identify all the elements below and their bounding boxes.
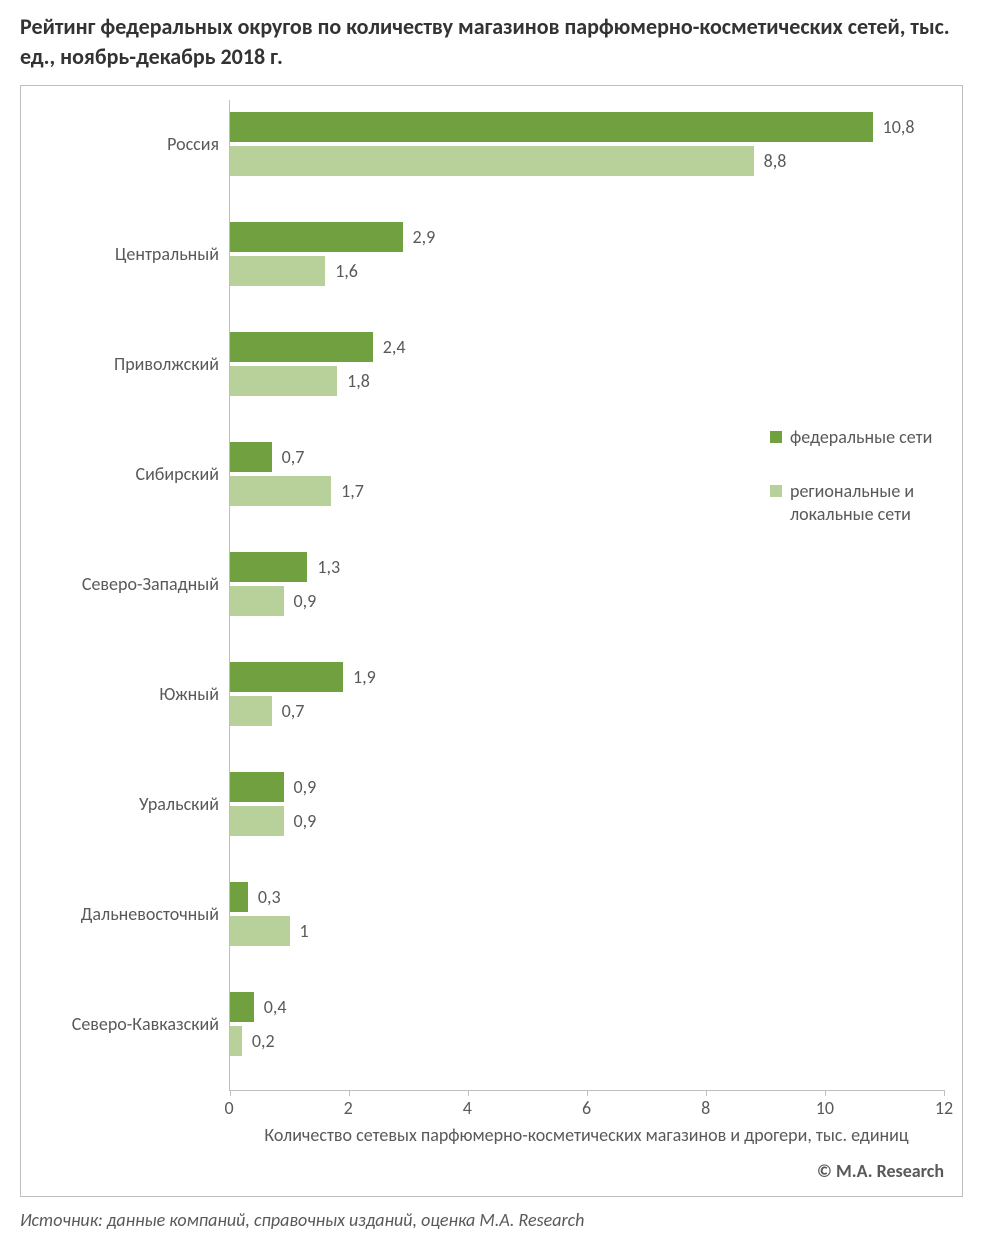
bar-group: 1,30,9	[230, 552, 944, 616]
x-tick-label: 6	[582, 1097, 591, 1119]
bar	[230, 1026, 242, 1056]
bar	[230, 146, 754, 176]
bar-value-label: 10,8	[883, 116, 915, 138]
category-label: Северо-Кавказский	[72, 1013, 219, 1035]
bar	[230, 552, 307, 582]
bar-value-label: 1,7	[341, 480, 364, 502]
x-tick-label: 12	[935, 1097, 953, 1119]
x-tick-label: 0	[224, 1097, 233, 1119]
bar	[230, 442, 272, 472]
bar-value-label: 1,3	[317, 556, 340, 578]
category-label: Сибирский	[135, 463, 219, 485]
x-tick-mark	[944, 1090, 945, 1096]
bar-group: 10,8 8,8	[230, 112, 944, 176]
bar-value-label: 1,9	[353, 666, 376, 688]
bar-value-label: 2,4	[383, 336, 406, 358]
bar	[230, 222, 403, 252]
bar-value-label: 1	[300, 920, 309, 942]
x-tick-label: 10	[816, 1097, 834, 1119]
bar-value-label: 0,9	[294, 810, 317, 832]
legend: федеральные сети региональные и локальные…	[770, 426, 940, 556]
bar	[230, 882, 248, 912]
bar	[230, 806, 284, 836]
category-label: Россия	[167, 133, 219, 155]
plot-wrap: 10,88,82,91,62,41,80,71,71,30,91,90,70,9…	[229, 100, 944, 1181]
bar-value-label: 1,8	[347, 370, 370, 392]
x-axis-title: Количество сетевых парфюмерно-косметичес…	[229, 1123, 944, 1147]
bar	[230, 992, 254, 1022]
category-label: Дальневосточный	[81, 903, 219, 925]
bar-group: 2,9 1,6	[230, 222, 944, 286]
x-tick-label: 8	[701, 1097, 710, 1119]
legend-swatch	[770, 431, 782, 443]
bar-value-label: 0,9	[294, 776, 317, 798]
category-label: Уральский	[139, 793, 219, 815]
legend-item: региональные и локальные сети	[770, 480, 940, 527]
bar-value-label: 0,9	[294, 590, 317, 612]
bar-value-label: 0,4	[264, 996, 287, 1018]
bar-value-label: 8,8	[764, 150, 787, 172]
bar	[230, 112, 873, 142]
source-label: Источник: данные компаний, справочных из…	[20, 1209, 963, 1231]
bar	[230, 916, 290, 946]
bar	[230, 366, 337, 396]
x-axis-ticks: 024681012	[229, 1091, 944, 1117]
bar-group: 0,31	[230, 882, 944, 946]
y-axis-labels: Россия Центральный Приволжский Сибирский Сев…	[39, 100, 229, 1090]
legend-swatch	[770, 485, 782, 497]
bar	[230, 476, 331, 506]
bar	[230, 332, 373, 362]
bar-group: 2,4 1,8	[230, 332, 944, 396]
category-label: Южный	[159, 683, 219, 705]
chart-title: Рейтинг федеральных округов по количеств…	[20, 12, 963, 71]
legend-label: федеральные сети	[790, 426, 932, 449]
category-label: Приволжский	[114, 353, 219, 375]
bar-group: 1,9 0,7	[230, 662, 944, 726]
bar	[230, 772, 284, 802]
bar-value-label: 2,9	[413, 226, 436, 248]
bar-group: 0,4 0,2	[230, 992, 944, 1056]
x-tick-label: 2	[344, 1097, 353, 1119]
legend-item: федеральные сети	[770, 426, 940, 449]
bar-group: 0,9 0,9	[230, 772, 944, 836]
legend-label: региональные и локальные сети	[790, 480, 940, 527]
category-label: Северо-Западный	[82, 573, 219, 595]
page-root: Рейтинг федеральных округов по количеств…	[0, 0, 983, 1251]
bar-value-label: 1,6	[335, 260, 358, 282]
bar	[230, 256, 325, 286]
chart-body: Россия Центральный Приволжский Сибирский Сев…	[39, 100, 944, 1181]
bar-value-label: 0,7	[282, 700, 305, 722]
copyright-label: © M.A. Research	[229, 1160, 944, 1182]
category-label: Центральный	[115, 243, 219, 265]
bar	[230, 696, 272, 726]
bar	[230, 586, 284, 616]
x-tick-label: 4	[463, 1097, 472, 1119]
bar	[230, 662, 343, 692]
plot-area: 10,88,82,91,62,41,80,71,71,30,91,90,70,9…	[229, 100, 944, 1091]
bar-value-label: 0,3	[258, 886, 281, 908]
bar-value-label: 0,2	[252, 1030, 275, 1052]
bar-value-label: 0,7	[282, 446, 305, 468]
chart-frame: Россия Центральный Приволжский Сибирский Сев…	[20, 85, 963, 1196]
